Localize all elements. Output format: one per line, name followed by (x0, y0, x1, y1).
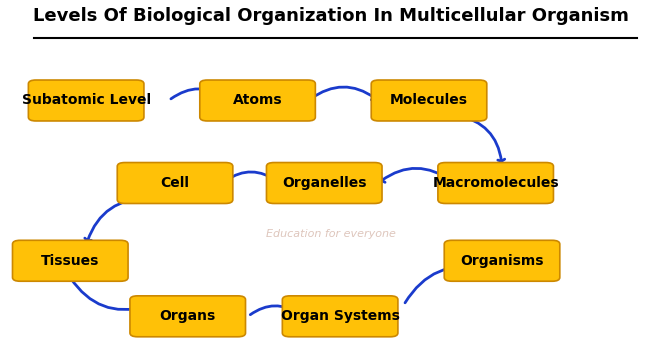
FancyBboxPatch shape (282, 296, 398, 337)
Text: Organisms: Organisms (460, 254, 544, 268)
FancyBboxPatch shape (371, 80, 487, 121)
Title: Levels Of Biological Organization In Multicellular Organism: Levels Of Biological Organization In Mul… (33, 7, 629, 25)
Text: Macromolecules: Macromolecules (432, 176, 559, 190)
Text: Organs: Organs (160, 309, 216, 323)
Text: Cell: Cell (160, 176, 189, 190)
FancyBboxPatch shape (444, 240, 560, 281)
FancyBboxPatch shape (12, 240, 128, 281)
Text: Molecules: Molecules (390, 93, 468, 108)
Text: Tissues: Tissues (41, 254, 100, 268)
FancyBboxPatch shape (200, 80, 315, 121)
FancyBboxPatch shape (130, 296, 246, 337)
FancyBboxPatch shape (267, 163, 382, 203)
Text: Atoms: Atoms (233, 93, 282, 108)
Text: Subatomic Level: Subatomic Level (22, 93, 151, 108)
Text: Education for everyone: Education for everyone (266, 229, 396, 239)
Text: Organ Systems: Organ Systems (281, 309, 400, 323)
FancyBboxPatch shape (28, 80, 144, 121)
FancyBboxPatch shape (438, 163, 553, 203)
Text: Organelles: Organelles (282, 176, 367, 190)
FancyBboxPatch shape (117, 163, 233, 203)
